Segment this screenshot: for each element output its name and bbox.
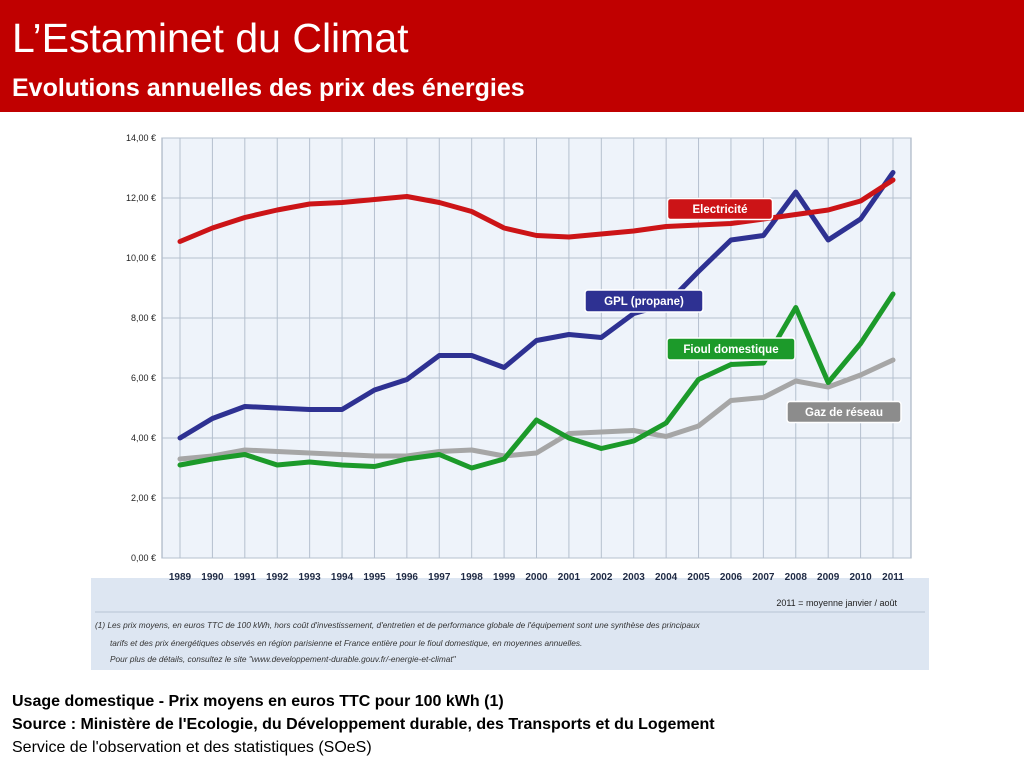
y-tick-label: 12,00 € bbox=[126, 193, 156, 203]
footnote-line-1: (1) Les prix moyens, en euros TTC de 100… bbox=[95, 620, 701, 630]
series-labels: Electricité GPL (propane) Fioul domestique… bbox=[584, 197, 902, 424]
x-tick-label: 2007 bbox=[752, 572, 775, 583]
header-banner: L’Estaminet du Climat Evolutions annuell… bbox=[0, 0, 1024, 112]
x-tick-label: 1993 bbox=[299, 572, 322, 583]
caption-usage: Usage domestique - Prix moyens en euros … bbox=[12, 693, 504, 710]
x-tick-label: 1998 bbox=[461, 572, 484, 583]
label-gpl-propane: GPL (propane) bbox=[584, 289, 704, 313]
footnote-line-2: tarifs et des prix énergétiques observés… bbox=[110, 638, 582, 648]
page-title: L’Estaminet du Climat bbox=[12, 15, 409, 61]
x-tick-label: 1992 bbox=[266, 572, 289, 583]
label-badge bbox=[584, 289, 704, 313]
y-tick-label: 4,00 € bbox=[131, 433, 156, 443]
series-line-gpl-propane bbox=[177, 170, 896, 441]
label-badge bbox=[666, 197, 774, 221]
x-tick-label: 1989 bbox=[169, 572, 192, 583]
label-text: Electricité bbox=[693, 204, 748, 216]
x-tick-label: 1996 bbox=[396, 572, 419, 583]
page-subtitle: Evolutions annuelles des prix des énergi… bbox=[12, 74, 525, 102]
x-tick-label: 1990 bbox=[201, 572, 224, 583]
x-axis-ticks: 1989 1990 1991 1992 1993 1994 1995 1996 1997 1998… bbox=[169, 572, 904, 583]
x-tick-label: 2011 bbox=[882, 572, 904, 583]
footnote-line-3: Pour plus de détails, consultez le site … bbox=[110, 654, 457, 664]
grid-lines bbox=[162, 137, 911, 559]
x-tick-label: 2010 bbox=[849, 572, 872, 583]
period-note: 2011 = moyenne janvier / août bbox=[776, 598, 897, 608]
x-tick-label: 2008 bbox=[785, 572, 808, 583]
x-tick-label: 2001 bbox=[558, 572, 581, 583]
series-line-electricite bbox=[177, 177, 896, 244]
caption-service: Service de l'observation et des statisti… bbox=[12, 739, 372, 756]
x-tick-label: 2000 bbox=[525, 572, 548, 583]
caption: Usage domestique - Prix moyens en euros … bbox=[12, 690, 1012, 759]
x-tick-label: 1994 bbox=[331, 572, 354, 583]
y-axis-ticks: 0,00 € 2,00 € 4,00 € 6,00 € 8,00 € 10,00 € 12,… bbox=[126, 133, 156, 563]
y-tick-label: 6,00 € bbox=[131, 373, 156, 383]
x-tick-label: 2006 bbox=[720, 572, 743, 583]
label-badge bbox=[666, 337, 796, 361]
x-tick-label: 2005 bbox=[687, 572, 710, 583]
label-badge bbox=[786, 400, 902, 424]
price-chart: 0,00 € 2,00 € 4,00 € 6,00 € 8,00 € 10,00 € 12,… bbox=[91, 128, 929, 670]
label-gaz-de-reseau: Gaz de réseau bbox=[786, 400, 902, 424]
y-tick-label: 0,00 € bbox=[131, 553, 156, 563]
x-tick-label: 1991 bbox=[234, 572, 257, 583]
y-tick-label: 14,00 € bbox=[126, 133, 156, 143]
x-tick-label: 1995 bbox=[363, 572, 386, 583]
y-tick-label: 8,00 € bbox=[131, 313, 156, 323]
x-tick-label: 1999 bbox=[493, 572, 516, 583]
chart-figure: 0,00 € 2,00 € 4,00 € 6,00 € 8,00 € 10,00 € 12,… bbox=[91, 128, 929, 670]
y-tick-label: 2,00 € bbox=[131, 493, 156, 503]
label-text: Fioul domestique bbox=[683, 344, 778, 356]
x-tick-label: 1997 bbox=[428, 572, 451, 583]
y-tick-label: 10,00 € bbox=[126, 253, 156, 263]
x-tick-label: 2002 bbox=[590, 572, 613, 583]
label-text: GPL (propane) bbox=[604, 296, 684, 308]
label-electricite: Electricité bbox=[666, 197, 774, 221]
label-fioul-domestique: Fioul domestique bbox=[666, 337, 796, 361]
label-text: Gaz de réseau bbox=[805, 407, 883, 419]
x-tick-label: 2009 bbox=[817, 572, 840, 583]
series-line-gaz-de-reseau bbox=[177, 357, 896, 462]
caption-source: Source : Ministère de l'Ecologie, du Dév… bbox=[12, 716, 715, 733]
x-tick-label: 2003 bbox=[623, 572, 646, 583]
x-tick-label: 2004 bbox=[655, 572, 678, 583]
